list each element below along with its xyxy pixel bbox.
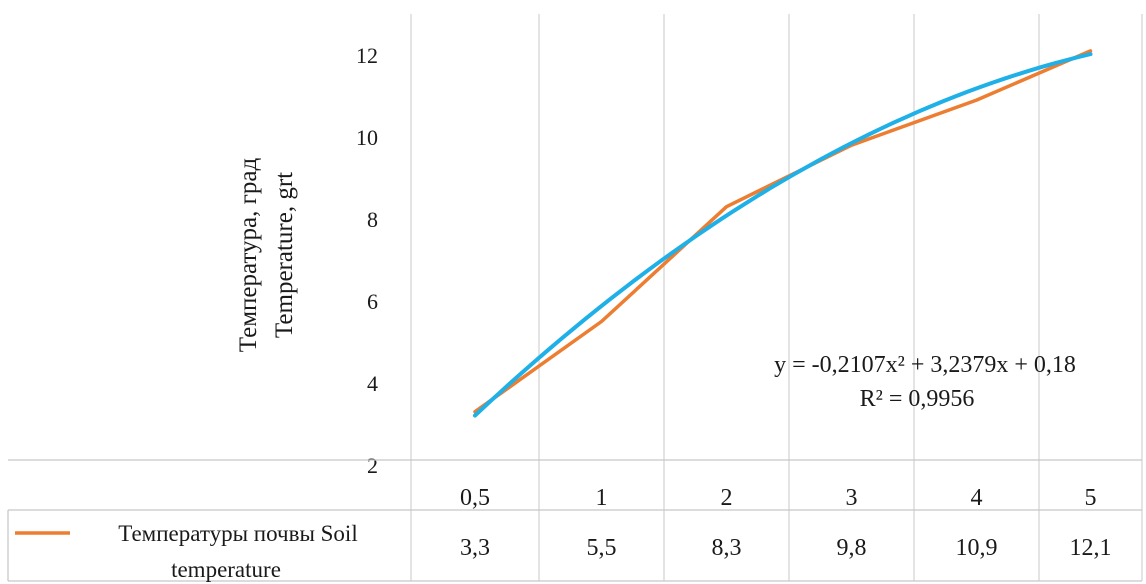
trendline-polynomial	[473, 52, 1093, 418]
y-tick-label: 10	[356, 125, 378, 150]
category-label: 1	[596, 485, 608, 511]
category-label: 0,5	[460, 485, 490, 511]
trendline-r-squared: R² = 0,9956	[860, 386, 975, 412]
y-axis-ticks: 2 4 6 8 10 12	[356, 43, 378, 478]
data-table: 0,5 1 2 3 4 5 3,3 5,5 8,3 9,8 10,9 12,1	[7, 459, 1142, 582]
table-value-cell: 12,1	[1070, 535, 1112, 561]
y-axis-title-line1: Температура, град	[235, 158, 262, 353]
table-value-cell: 3,3	[460, 535, 490, 561]
category-label: 2	[721, 485, 733, 511]
trendline-equation: y = -0,2107x² + 3,2379x + 0,18	[774, 352, 1076, 378]
category-label: 3	[846, 485, 858, 511]
y-tick-label: 2	[367, 453, 378, 478]
table-value-cell: 9,8	[837, 535, 867, 561]
gridlines	[410, 14, 1143, 581]
category-label: 5	[1085, 485, 1097, 511]
table-value-cell: 10,9	[956, 535, 998, 561]
y-tick-label: 12	[356, 43, 378, 68]
legend-label-line2: temperature	[171, 557, 281, 582]
legend-label-line1: Температуры почвы Soil	[118, 521, 357, 546]
y-tick-label: 6	[367, 289, 378, 314]
table-value-cell: 8,3	[712, 535, 742, 561]
category-label: 4	[971, 485, 983, 511]
y-axis-title-line2: Temperature, grt	[271, 172, 298, 338]
series-lines	[473, 49, 1093, 418]
y-tick-label: 8	[367, 207, 378, 232]
table-value-cell: 5,5	[587, 535, 617, 561]
y-tick-label: 4	[367, 371, 378, 396]
